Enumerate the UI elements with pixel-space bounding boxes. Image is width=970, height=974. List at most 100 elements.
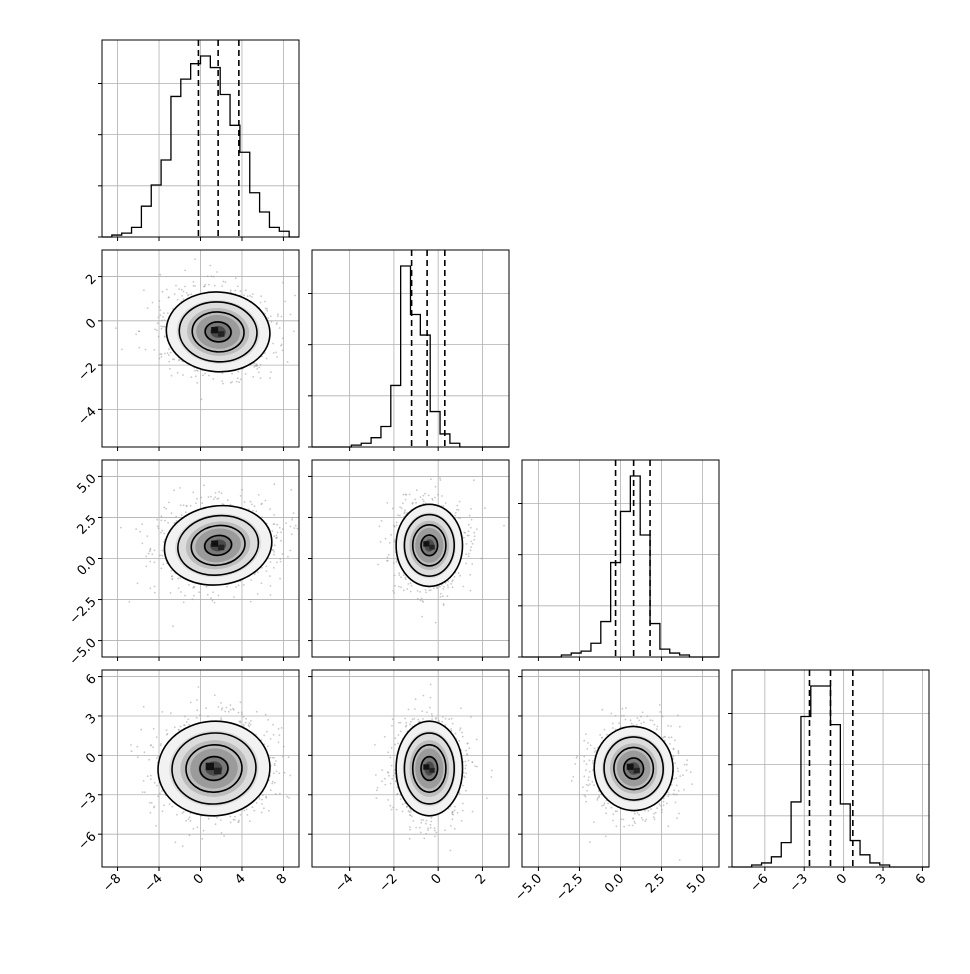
sample-point <box>263 807 265 810</box>
sample-point <box>470 540 473 543</box>
x-tick-label: 0 <box>429 871 445 887</box>
sample-point <box>466 534 469 537</box>
sample-point <box>150 744 153 746</box>
sample-point <box>587 784 590 787</box>
sample-point <box>269 377 271 379</box>
sample-point <box>636 717 639 719</box>
sample-point <box>269 315 272 318</box>
sample-point <box>248 725 251 728</box>
sample-point <box>160 515 163 518</box>
sample-point <box>272 352 275 354</box>
sample-point <box>586 789 588 792</box>
sample-point <box>668 793 671 796</box>
sample-point <box>644 820 647 823</box>
sample-point <box>647 810 650 812</box>
sample-point <box>176 371 179 374</box>
sample-point <box>473 535 476 538</box>
density-peak <box>626 763 634 770</box>
sample-point <box>159 309 162 312</box>
sample-point <box>464 767 467 770</box>
sample-point <box>439 595 442 598</box>
sample-point <box>192 285 195 287</box>
sample-point <box>672 778 675 780</box>
sample-point <box>178 288 181 291</box>
sample-point <box>241 713 243 716</box>
sample-point <box>469 573 472 576</box>
sample-point <box>249 600 252 603</box>
sample-point <box>164 336 166 338</box>
sample-point <box>402 493 405 496</box>
sample-point <box>589 783 591 785</box>
sample-point <box>270 371 272 373</box>
sample-point <box>439 585 441 588</box>
sample-point <box>156 322 159 325</box>
sample-point <box>425 822 427 825</box>
sample-point <box>386 502 389 504</box>
sample-point <box>287 555 289 558</box>
sample-point <box>603 802 606 804</box>
density-peak <box>213 767 222 775</box>
sample-point <box>633 820 636 823</box>
sample-point <box>210 495 212 498</box>
sample-point <box>269 508 271 510</box>
sample-point <box>264 307 267 310</box>
sample-point <box>166 352 169 354</box>
sample-point <box>397 734 400 736</box>
sample-point <box>194 285 197 287</box>
sample-point <box>232 707 234 710</box>
density-peak <box>218 544 225 551</box>
sample-point <box>439 479 442 481</box>
sample-point <box>391 507 394 510</box>
sample-point <box>195 375 197 378</box>
sample-point <box>447 580 450 583</box>
sample-point <box>389 804 392 807</box>
sample-point <box>261 798 263 801</box>
sample-point <box>269 789 272 792</box>
sample-point <box>179 487 181 489</box>
sample-point <box>136 745 139 748</box>
sample-point <box>585 800 587 803</box>
sample-point <box>249 820 251 823</box>
sample-point <box>651 719 654 722</box>
sample-point <box>424 589 427 591</box>
sample-point <box>226 499 229 502</box>
sample-point <box>691 783 694 785</box>
sample-point <box>631 824 634 827</box>
sample-point <box>391 777 394 780</box>
sample-point <box>251 293 254 295</box>
sample-point <box>384 777 386 780</box>
panel-1-1 <box>312 250 509 448</box>
sample-point <box>287 756 290 759</box>
sample-point <box>632 817 634 820</box>
sample-point <box>225 706 228 709</box>
sample-point <box>307 511 309 513</box>
sample-point <box>158 357 161 360</box>
sample-point <box>223 835 226 837</box>
sample-point <box>138 346 141 349</box>
sample-point <box>660 811 663 814</box>
sample-point <box>266 730 268 733</box>
sample-point <box>276 322 278 324</box>
sample-point <box>282 528 284 531</box>
sample-point <box>194 258 197 261</box>
sample-point <box>415 489 418 492</box>
sample-point <box>269 585 272 587</box>
sample-point <box>211 599 214 602</box>
histogram-step <box>522 475 719 658</box>
sample-point <box>376 786 379 789</box>
sample-point <box>191 598 194 601</box>
sample-point <box>430 816 433 819</box>
density-core <box>211 327 225 337</box>
sample-point <box>273 535 276 538</box>
sample-point <box>395 560 398 563</box>
sample-point <box>256 368 259 370</box>
sample-point <box>374 744 376 746</box>
contour-line <box>177 514 260 576</box>
sample-point <box>442 588 445 590</box>
sample-point <box>643 721 645 724</box>
sample-point <box>593 821 595 823</box>
sample-point <box>171 578 174 581</box>
sample-point <box>273 781 276 784</box>
sample-point <box>678 725 681 728</box>
sample-point <box>615 825 618 828</box>
